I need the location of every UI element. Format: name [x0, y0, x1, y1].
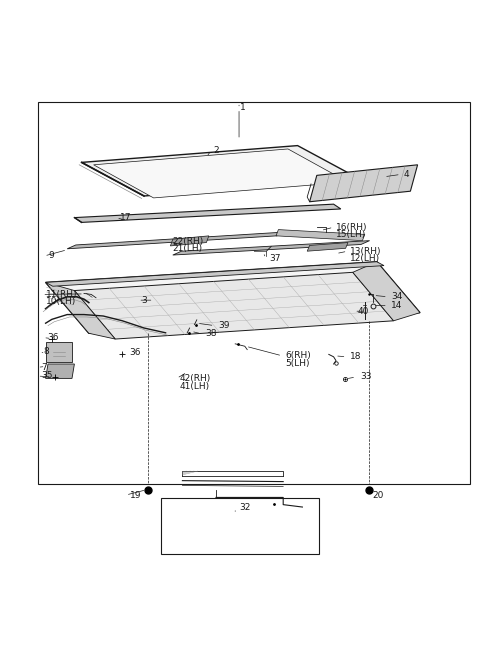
Polygon shape [307, 243, 348, 251]
Text: 8: 8 [43, 348, 49, 356]
Polygon shape [310, 165, 418, 202]
Text: 16(RH): 16(RH) [336, 222, 368, 232]
Polygon shape [46, 262, 384, 286]
Text: 3: 3 [142, 296, 147, 304]
Text: 20: 20 [372, 491, 384, 499]
Text: 36: 36 [130, 348, 141, 358]
Polygon shape [46, 342, 72, 361]
Text: 34: 34 [391, 293, 403, 301]
Text: 42(RH): 42(RH) [180, 374, 211, 383]
Polygon shape [82, 146, 360, 196]
Text: 32: 32 [239, 504, 251, 512]
Polygon shape [173, 241, 370, 255]
Text: 36: 36 [47, 333, 59, 342]
Polygon shape [46, 364, 74, 379]
Text: 1: 1 [240, 103, 246, 112]
Text: 11(RH): 11(RH) [46, 290, 77, 299]
Text: 17: 17 [120, 213, 132, 222]
Text: 2: 2 [214, 146, 219, 155]
Polygon shape [67, 232, 286, 249]
Text: 37: 37 [269, 254, 280, 263]
Text: 13(RH): 13(RH) [350, 247, 382, 256]
Text: 38: 38 [205, 329, 217, 338]
Text: 33: 33 [360, 373, 372, 381]
Bar [161, 499, 319, 554]
Text: 6(RH): 6(RH) [286, 352, 312, 360]
Text: 18: 18 [350, 352, 362, 361]
Polygon shape [276, 230, 365, 241]
Text: 10(LH): 10(LH) [46, 297, 76, 306]
Polygon shape [170, 236, 209, 246]
Text: 19: 19 [130, 491, 141, 499]
Text: 4: 4 [403, 170, 409, 179]
Text: 40: 40 [358, 307, 369, 316]
Polygon shape [46, 282, 115, 339]
Polygon shape [46, 262, 420, 333]
Polygon shape [94, 149, 348, 198]
Text: 7: 7 [41, 363, 47, 372]
Text: 14: 14 [391, 301, 403, 310]
Text: 39: 39 [218, 321, 230, 330]
Text: 12(LH): 12(LH) [350, 254, 381, 263]
Text: 41(LH): 41(LH) [180, 382, 210, 391]
Bar [38, 102, 470, 484]
Polygon shape [74, 272, 394, 339]
Text: 35: 35 [41, 371, 52, 380]
Polygon shape [74, 204, 341, 222]
Text: 9: 9 [48, 251, 54, 260]
Text: 21(LH): 21(LH) [173, 244, 203, 253]
Text: 22(RH): 22(RH) [173, 237, 204, 246]
Polygon shape [353, 262, 420, 321]
Text: 15(LH): 15(LH) [336, 230, 366, 239]
Text: 5(LH): 5(LH) [286, 359, 310, 367]
